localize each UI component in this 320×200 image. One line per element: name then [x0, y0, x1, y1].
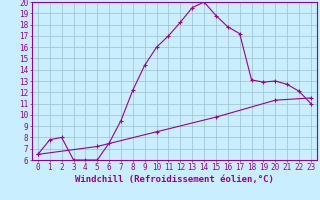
X-axis label: Windchill (Refroidissement éolien,°C): Windchill (Refroidissement éolien,°C) [75, 175, 274, 184]
